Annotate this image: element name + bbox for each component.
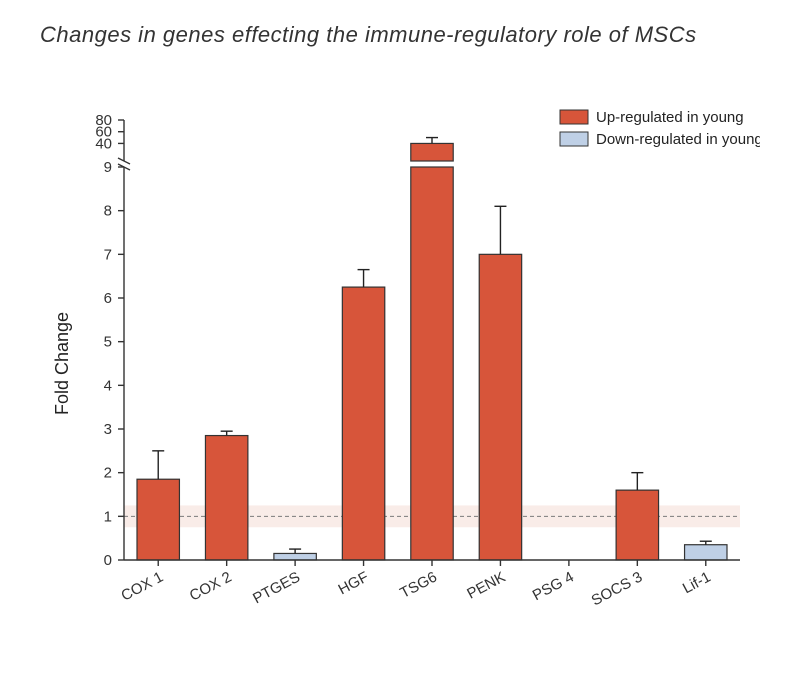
svg-text:6: 6 (104, 290, 112, 307)
svg-text:PSG 4: PSG 4 (530, 569, 577, 605)
svg-text:Up-regulated in young: Up-regulated in young (596, 109, 744, 126)
svg-text:PTGES: PTGES (250, 569, 303, 608)
chart-svg: 0123456789406080COX 1COX 2PTGESHGFTSG6PE… (40, 100, 760, 640)
svg-text:9: 9 (104, 159, 112, 176)
svg-text:0: 0 (104, 552, 112, 569)
svg-text:5: 5 (104, 334, 112, 351)
svg-text:TSG6: TSG6 (397, 569, 440, 602)
chart-title: Changes in genes effecting the immune-re… (40, 22, 697, 48)
svg-text:Fold Change: Fold Change (52, 312, 72, 415)
svg-text:HGF: HGF (335, 569, 371, 599)
svg-text:Lif-1: Lif-1 (680, 569, 714, 598)
svg-text:Down-regulated in young: Down-regulated in young (596, 131, 760, 148)
svg-text:COX 2: COX 2 (187, 569, 235, 605)
svg-text:PENK: PENK (464, 569, 508, 603)
svg-text:8: 8 (104, 203, 112, 220)
chart-area: 0123456789406080COX 1COX 2PTGESHGFTSG6PE… (40, 100, 760, 660)
svg-text:1: 1 (104, 508, 112, 525)
svg-text:80: 80 (95, 112, 112, 129)
svg-text:SOCS 3: SOCS 3 (589, 569, 646, 610)
svg-text:COX 1: COX 1 (118, 569, 166, 605)
svg-text:7: 7 (104, 246, 112, 263)
svg-text:2: 2 (104, 465, 112, 482)
svg-text:3: 3 (104, 421, 112, 438)
svg-text:4: 4 (104, 377, 112, 394)
